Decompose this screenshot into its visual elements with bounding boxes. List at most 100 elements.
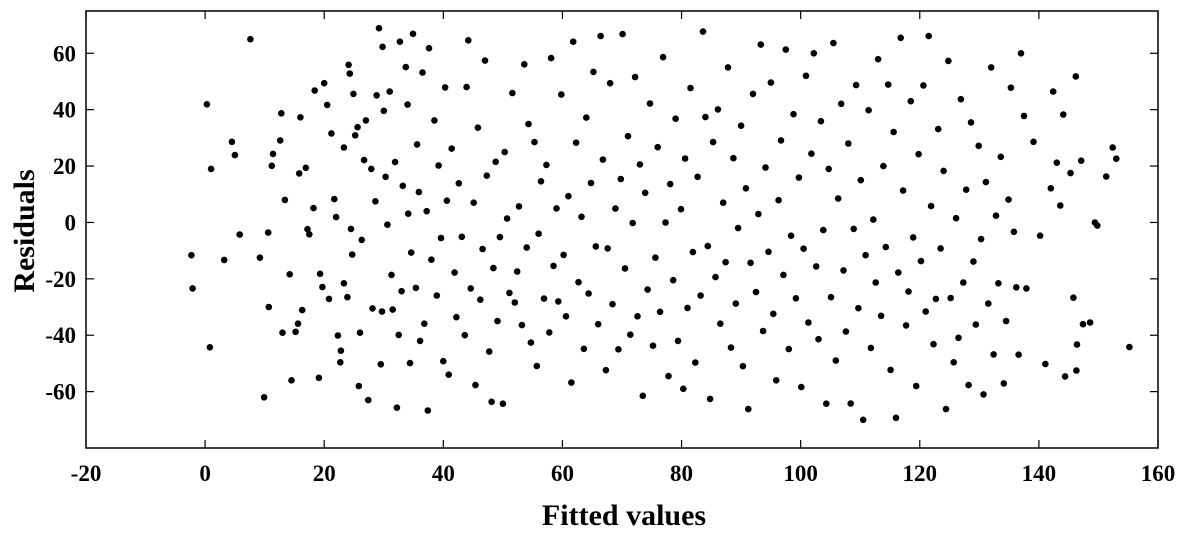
data-point [355, 382, 363, 390]
data-point [762, 164, 769, 171]
plot-frame [85, 10, 1159, 449]
data-point [425, 44, 433, 52]
data-point [1072, 73, 1080, 80]
data-point [206, 344, 214, 351]
data-point [265, 303, 273, 311]
data-point [817, 117, 825, 125]
data-point [1002, 317, 1010, 325]
data-point [354, 123, 361, 131]
data-point [940, 167, 947, 175]
data-point [412, 284, 420, 292]
data-point [652, 254, 659, 261]
data-point [697, 292, 704, 299]
data-point [236, 231, 243, 238]
axis-ticks: -20 0 20 40 60 80 100 120 140 160 -60 -40 -20 0 20 40 60 [45, 11, 1175, 486]
data-point [362, 117, 370, 124]
data-point [518, 321, 526, 329]
data-point [592, 243, 600, 250]
data-point [443, 197, 451, 204]
data-point [834, 195, 842, 202]
data-point [485, 348, 493, 355]
data-point [1036, 232, 1044, 239]
data-point [323, 101, 331, 109]
data-point [346, 70, 354, 77]
x-tick-label: 20 [313, 461, 336, 486]
x-tick-label: 40 [432, 461, 455, 486]
data-point [1000, 380, 1008, 387]
data-point [594, 320, 602, 328]
data-point [358, 236, 366, 244]
data-point [922, 308, 929, 315]
data-point [747, 259, 754, 267]
data-point [887, 366, 894, 374]
data-point [481, 57, 489, 64]
data-point [805, 319, 812, 326]
data-point [602, 366, 610, 374]
data-point [899, 187, 907, 194]
data-point [892, 414, 900, 422]
data-point [365, 396, 372, 404]
data-point [404, 101, 411, 108]
data-point [712, 273, 719, 281]
data-point [932, 295, 940, 303]
data-point [345, 61, 352, 69]
data-point [757, 41, 765, 48]
data-point [681, 155, 689, 162]
data-point [742, 185, 750, 192]
data-point [972, 321, 980, 328]
data-point [666, 180, 674, 188]
data-point [684, 304, 691, 312]
data-point [428, 256, 435, 264]
data-point [629, 219, 636, 227]
data-point [995, 280, 1002, 287]
data-point [433, 292, 441, 299]
data-point [1077, 157, 1085, 164]
data-point [585, 290, 592, 297]
data-point [474, 124, 482, 131]
data-point [1013, 284, 1020, 291]
data-point [755, 210, 762, 218]
data-point [808, 150, 815, 157]
data-point [189, 285, 196, 292]
data-point [340, 144, 348, 151]
data-point [669, 276, 677, 284]
data-point [269, 150, 277, 158]
data-point [247, 35, 254, 43]
data-point [311, 87, 319, 94]
data-point [857, 176, 865, 184]
data-point [621, 265, 629, 272]
data-point [812, 263, 820, 270]
data-point [527, 339, 535, 346]
y-tick-label: -20 [45, 267, 76, 292]
data-point [393, 404, 401, 412]
data-point [325, 295, 333, 303]
data-point [795, 174, 803, 181]
data-point [624, 132, 632, 140]
data-point [727, 344, 735, 351]
data-point [441, 84, 449, 91]
data-point [440, 357, 447, 365]
data-point [1005, 196, 1012, 203]
data-point [862, 251, 869, 259]
data-point [734, 224, 742, 232]
data-point [917, 257, 925, 265]
data-point [546, 329, 553, 336]
data-point [1113, 155, 1120, 162]
data-point [356, 329, 364, 337]
data-point [523, 244, 530, 251]
data-point [1010, 228, 1018, 236]
data-point [1086, 319, 1094, 326]
data-point [952, 214, 960, 222]
data-point [402, 63, 410, 71]
data-point [597, 32, 604, 40]
data-point [437, 234, 445, 242]
data-point [415, 188, 423, 196]
data-point [231, 151, 239, 159]
data-point [292, 328, 299, 336]
data-point [281, 196, 289, 204]
data-point [656, 308, 664, 316]
data-point [391, 158, 399, 166]
data-point [533, 362, 541, 370]
data-point [331, 195, 338, 203]
